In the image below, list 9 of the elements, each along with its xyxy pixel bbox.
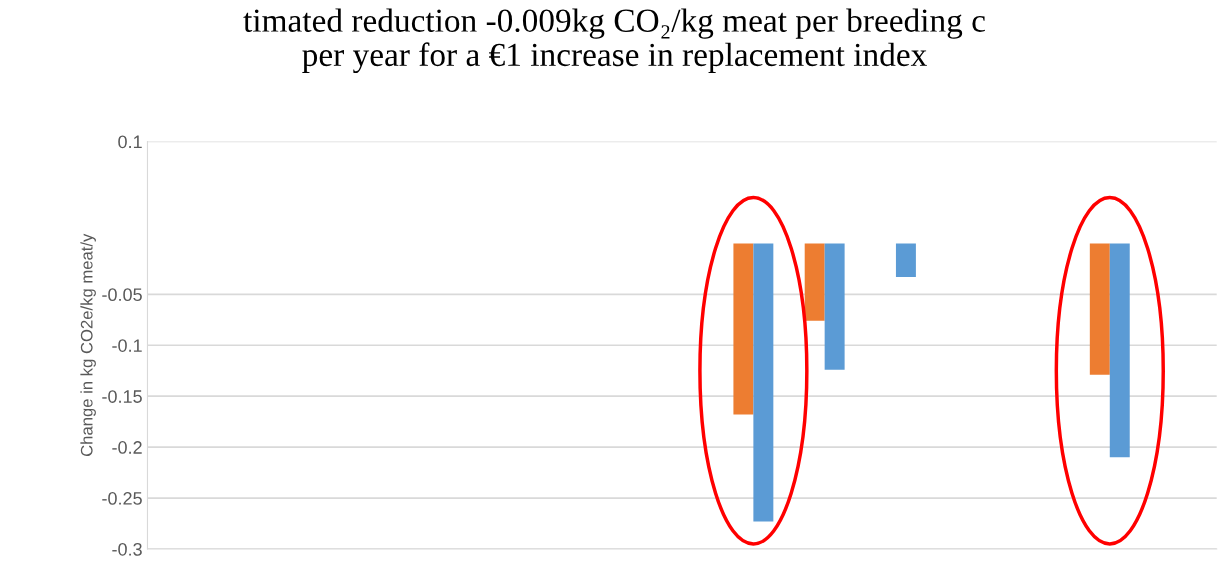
y-tick-label: -0.3 [112, 542, 142, 556]
y-tick-label: -0.25 [102, 492, 142, 505]
y-tick-label: -0.05 [102, 288, 142, 302]
chart-title: timated reduction -0.009kg CO₂/kg meat per breeding c per year for a €1 increase in replacement index [243, 8, 985, 73]
y-tick-label: 0.1 [118, 135, 142, 149]
y-tick-label: -0.2 [112, 441, 142, 454]
y-tick-label: -0.1 [112, 339, 142, 352]
y-axis-title: Change in kg CO2e/kg meat/y [80, 233, 96, 457]
y-tick-label: -0.15 [102, 390, 142, 403]
